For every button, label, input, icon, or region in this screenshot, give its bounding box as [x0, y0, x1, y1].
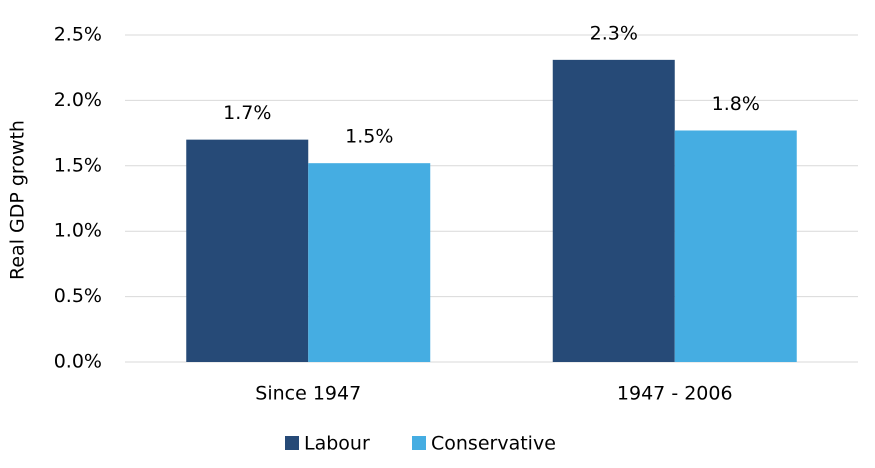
data-label: 2.3%: [590, 22, 638, 44]
bar: [674, 130, 797, 362]
data-label: 1.8%: [712, 93, 760, 115]
data-label: 1.5%: [345, 126, 393, 148]
bar: [308, 163, 431, 362]
legend-swatch: [412, 436, 426, 450]
bar: [552, 59, 675, 363]
bar: [186, 139, 309, 362]
legend-label: Conservative: [431, 433, 556, 455]
y-tick-label: 2.5%: [54, 24, 102, 46]
legend-label: Labour: [304, 433, 370, 455]
data-label: 1.7%: [223, 102, 271, 124]
y-tick-label: 0.5%: [54, 285, 102, 307]
legend-swatch: [285, 436, 299, 450]
x-tick-label: 1947 - 2006: [617, 383, 733, 405]
y-tick-label: 1.5%: [54, 154, 102, 176]
x-tick-label: Since 1947: [255, 383, 361, 405]
y-tick-label: 0.0%: [54, 351, 102, 373]
y-tick-label: 2.0%: [54, 89, 102, 111]
y-axis-title: Real GDP growth: [7, 120, 29, 280]
y-tick-label: 1.0%: [54, 220, 102, 242]
